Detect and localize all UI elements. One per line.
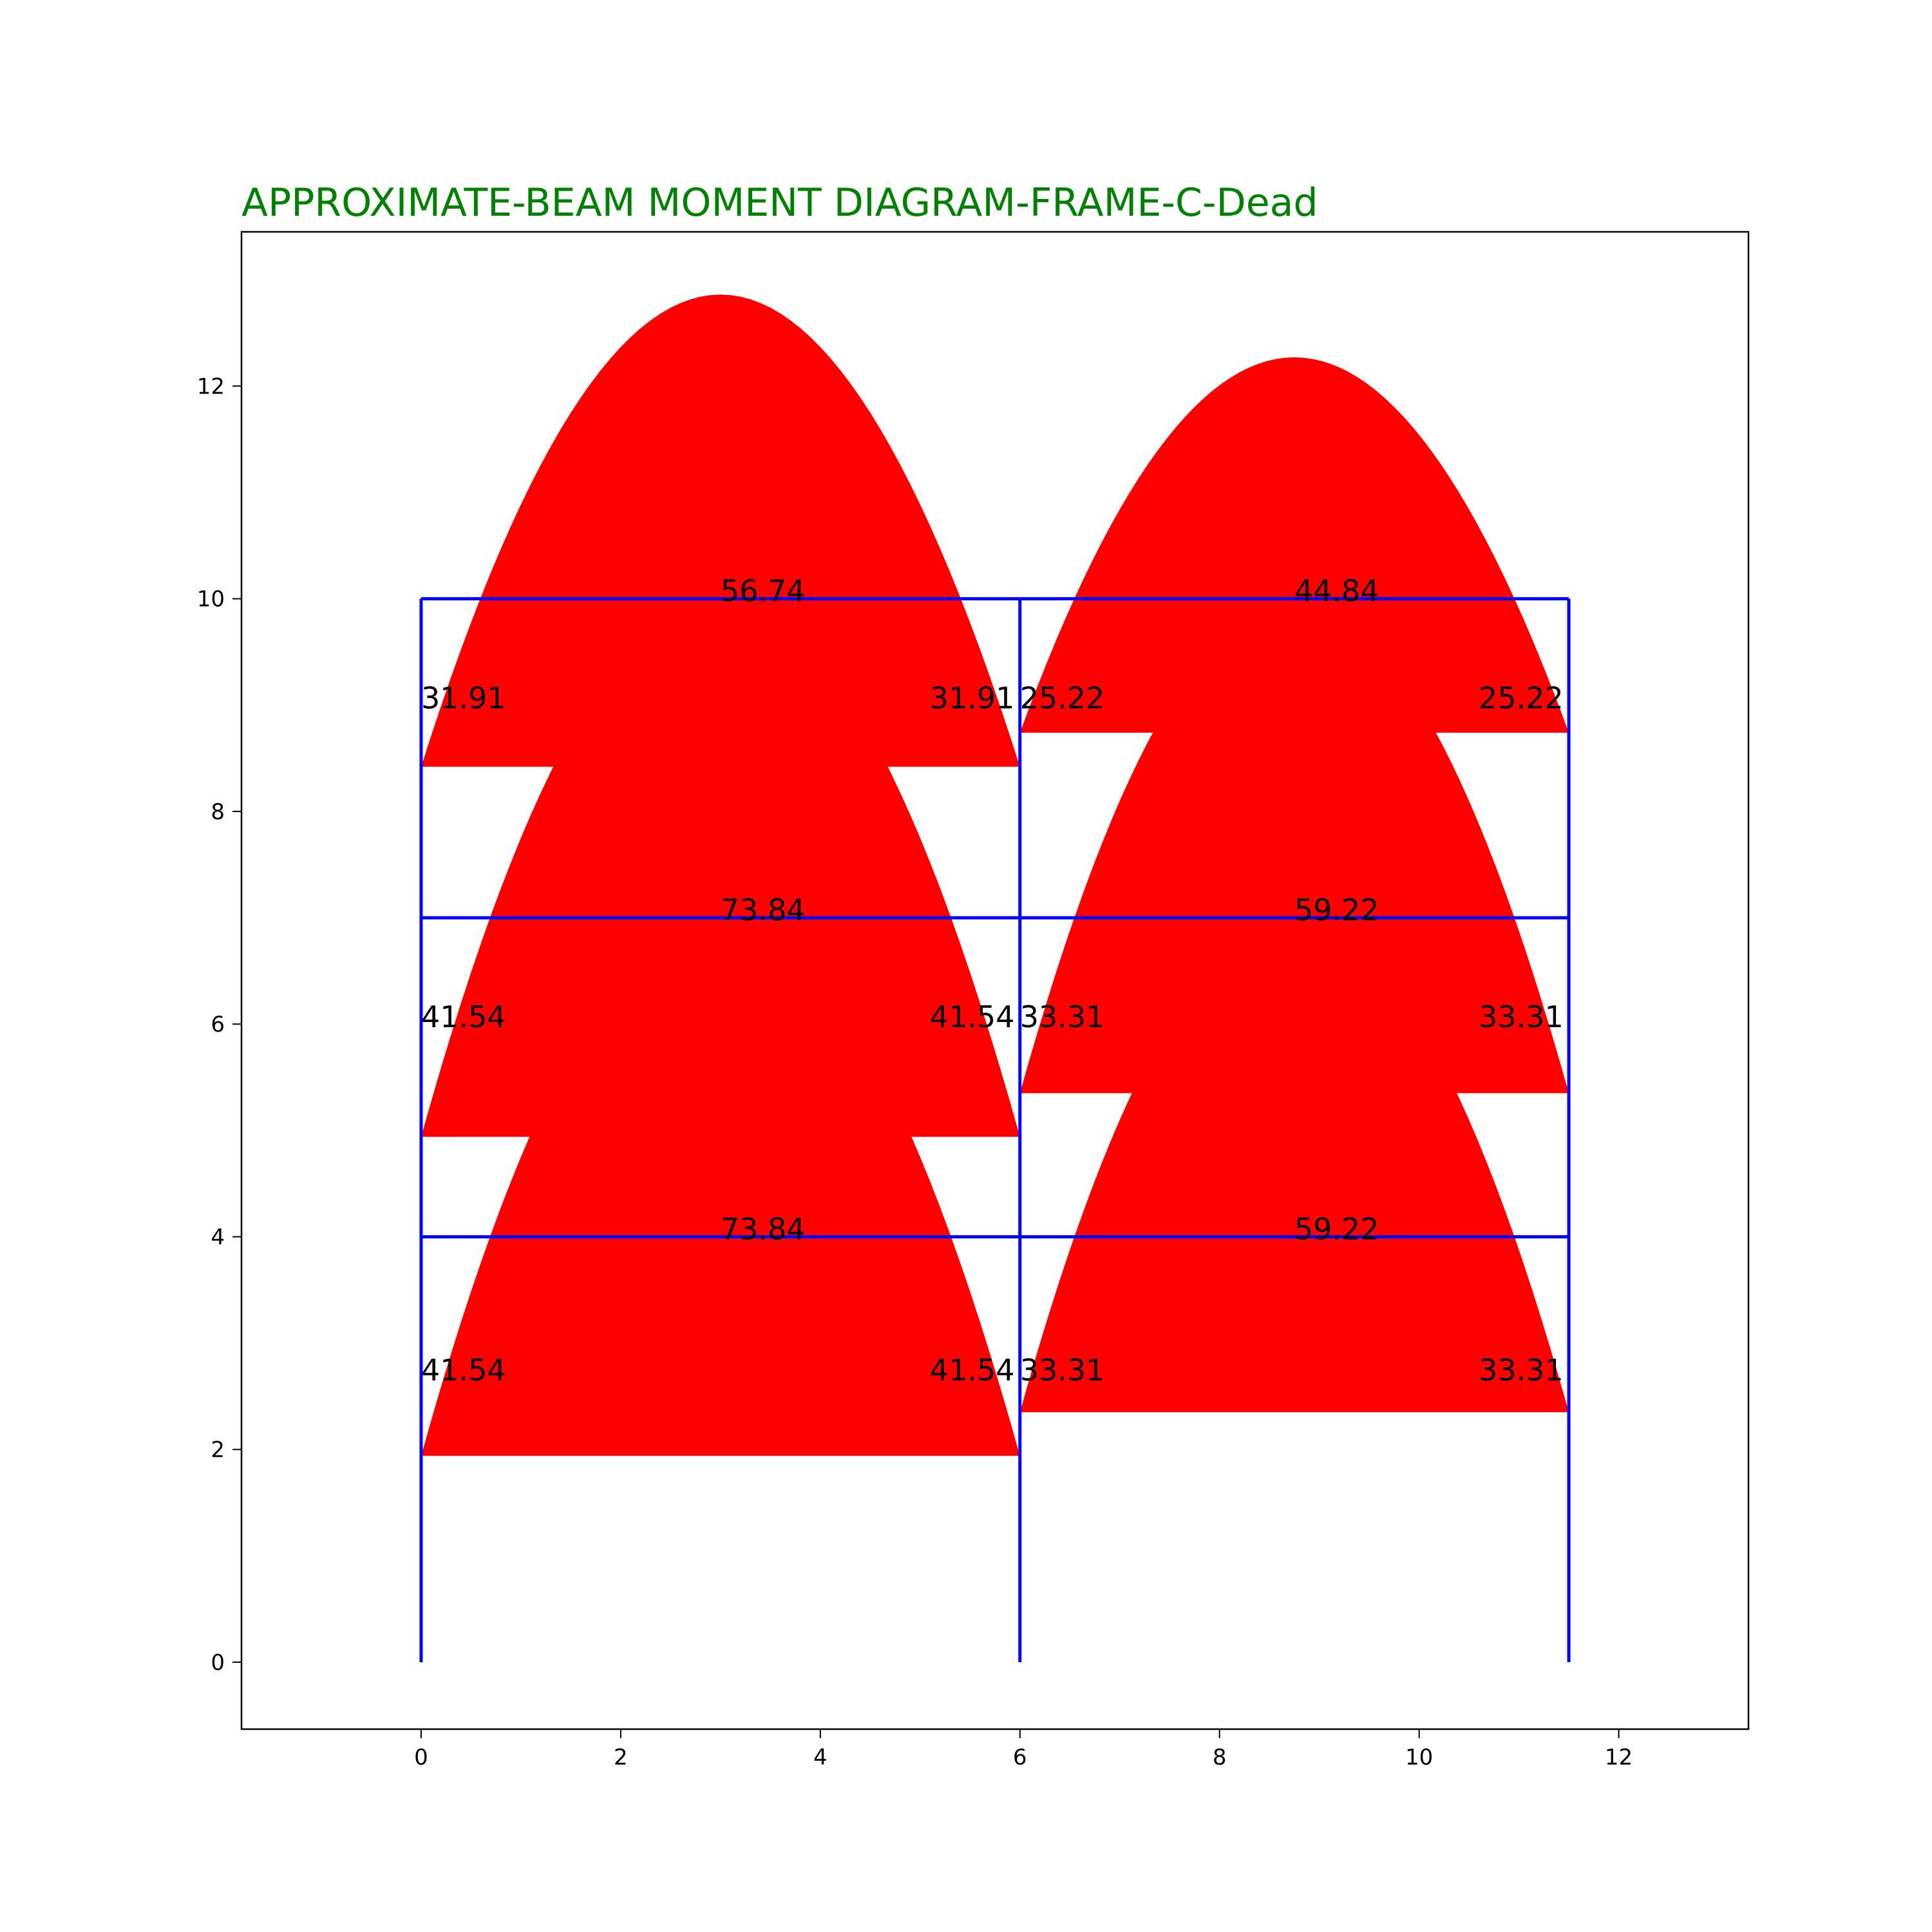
y-tick-label: 8	[211, 799, 225, 825]
axes-frame	[240, 231, 1750, 1730]
y-tick-label: 0	[211, 1650, 225, 1676]
right-end-moment-label-5: 25.22	[1479, 681, 1564, 715]
right-end-moment-label-4: 31.91	[930, 681, 1015, 715]
moment-fills	[421, 294, 1569, 1456]
moment-curve-beam-3	[1019, 601, 1569, 1094]
midspan-moment-label-2: 73.84	[721, 893, 806, 927]
y-tick-label: 12	[197, 374, 225, 399]
moment-labels: 73.84 41.54 41.54 59.22 33.31 33.31 73.84 41.54…	[421, 574, 1564, 1388]
x-tick-label: 0	[414, 1745, 428, 1770]
y-tick-label: 6	[211, 1012, 225, 1037]
midspan-moment-label-3: 59.22	[1294, 893, 1379, 927]
chart-title: APPROXIMATE-BEAM MOMENT DIAGRAM-FRAME-C-…	[242, 180, 1318, 225]
x-tick-label: 8	[1213, 1745, 1227, 1770]
y-tick-label: 4	[211, 1224, 225, 1250]
midspan-moment-label-1: 59.22	[1294, 1211, 1379, 1246]
left-end-moment-label-1: 33.31	[1020, 1352, 1105, 1387]
right-end-moment-label-3: 33.31	[1479, 999, 1564, 1034]
moment-curve-beam-4	[421, 294, 1020, 767]
x-tick-label: 4	[813, 1745, 828, 1770]
x-tick-label: 12	[1605, 1745, 1633, 1770]
y-tick-label: 2	[211, 1437, 225, 1463]
moment-curve-beam-2	[421, 598, 1020, 1137]
plot-area: 73.84 41.54 41.54 59.22 33.31 33.31 73.84 41.54…	[419, 294, 1571, 1662]
midspan-moment-label-5: 44.84	[1294, 574, 1379, 609]
y-tick-label: 10	[197, 587, 225, 612]
left-end-moment-label-0: 41.54	[421, 1352, 506, 1387]
x-tick-label: 2	[614, 1745, 628, 1770]
frame-members	[419, 597, 1571, 1662]
x-tick-label: 6	[1013, 1745, 1027, 1770]
left-end-moment-label-3: 33.31	[1020, 999, 1105, 1034]
midspan-moment-label-4: 56.74	[721, 574, 806, 609]
midspan-moment-label-0: 73.84	[721, 1211, 806, 1246]
axis-ticks: 0 2 4 6 8 10 12 0 2 4 6 8 10 12	[197, 374, 1633, 1770]
x-tick-label: 10	[1405, 1745, 1433, 1770]
right-end-moment-label-0: 41.54	[930, 1352, 1015, 1387]
moment-curve-beam-5	[1019, 357, 1569, 733]
right-end-moment-label-2: 41.54	[930, 999, 1015, 1034]
left-end-moment-label-5: 25.22	[1020, 681, 1105, 715]
left-end-moment-label-4: 31.91	[421, 681, 506, 715]
left-end-moment-label-2: 41.54	[421, 999, 506, 1034]
right-end-moment-label-1: 33.31	[1479, 1352, 1564, 1387]
moment-curve-beam-0	[421, 918, 1020, 1456]
